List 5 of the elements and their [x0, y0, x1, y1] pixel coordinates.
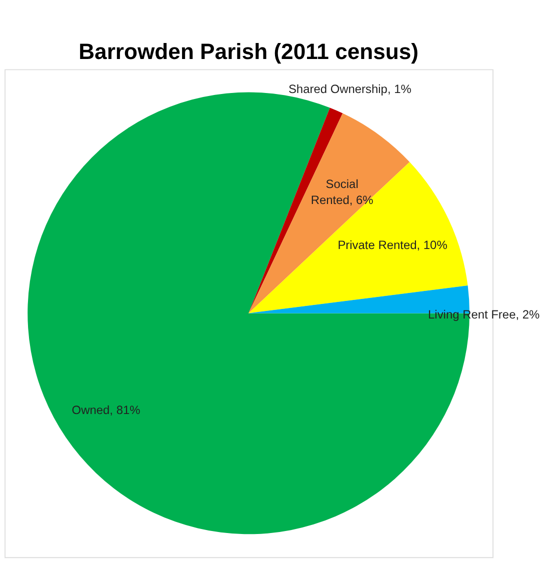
slice-label: Owned, 81% — [72, 402, 141, 417]
chart-title: Barrowden Parish (2011 census) — [78, 39, 419, 64]
slice-label: Shared Ownership, 1% — [288, 82, 412, 96]
slice-label: Social Rented, 6% — [310, 177, 374, 207]
slice-label: Private Rented, 10% — [338, 238, 448, 252]
